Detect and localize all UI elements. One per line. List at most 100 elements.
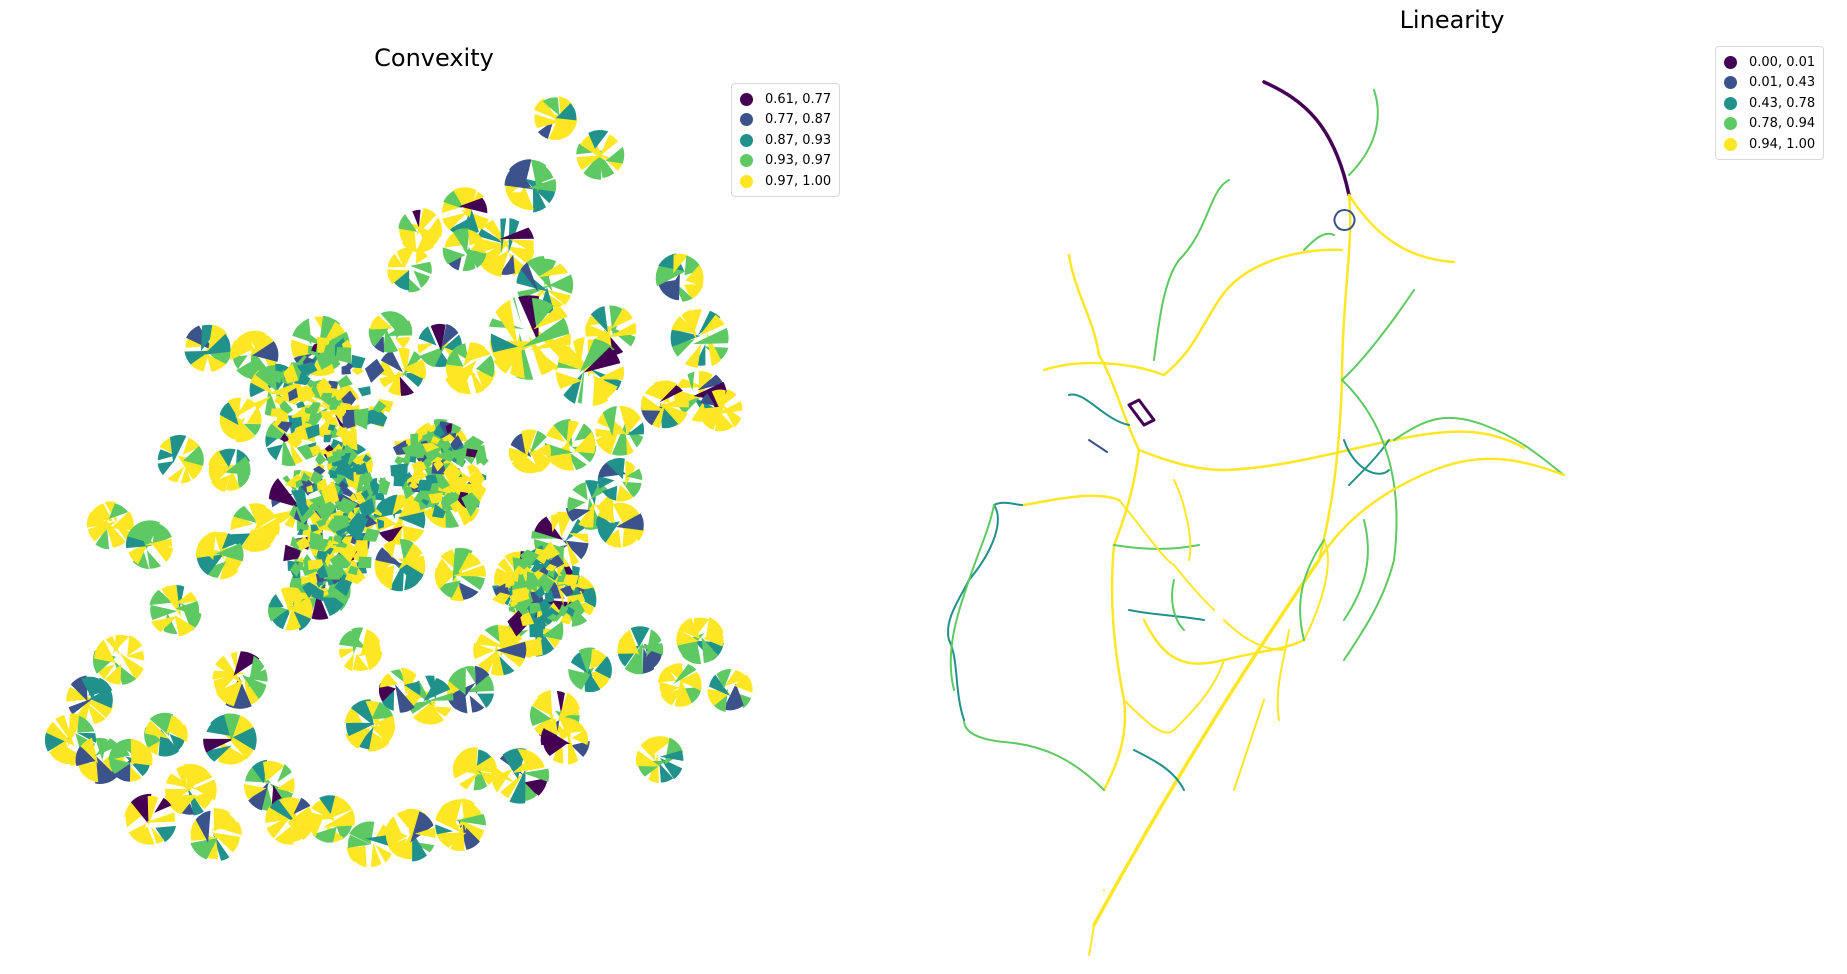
tessellation-cell [542, 97, 560, 116]
tessellation-cell [312, 826, 337, 843]
street-segment [1102, 543, 1127, 792]
tessellation-cell [537, 286, 564, 310]
tessellation-cell [144, 812, 176, 823]
tessellation-cell-group [676, 617, 724, 665]
tessellation-cell [315, 519, 327, 528]
linearity-title: Linearity [1399, 6, 1505, 34]
tessellation-cell [377, 518, 384, 530]
tessellation-cell [711, 389, 726, 415]
tessellation-cell [371, 408, 388, 427]
tessellation-cell [235, 398, 257, 418]
tessellation-cell [94, 639, 116, 663]
tessellation-cell-group [368, 311, 413, 353]
tessellation-cell [293, 797, 311, 815]
tessellation-cell [335, 425, 349, 441]
tessellation-cell [698, 406, 722, 422]
tessellation-cell [687, 371, 695, 391]
tessellation-cell [508, 447, 536, 462]
tessellation-cell [597, 475, 615, 489]
tessellation-cell [660, 403, 679, 429]
tessellation-cell [311, 798, 335, 822]
tessellation-cell [381, 688, 395, 711]
legend-entry: 0.97, 1.00 [740, 171, 831, 192]
tessellation-cell [385, 816, 403, 837]
tessellation-cell [387, 838, 407, 858]
tessellation-cell [385, 827, 408, 847]
tessellation-cell [129, 745, 153, 766]
tessellation-cell [378, 683, 396, 702]
tessellation-cell [130, 793, 152, 824]
street-segment [949, 504, 995, 691]
legend-marker [740, 113, 753, 127]
tessellation-cell [213, 673, 239, 696]
tessellation-cell [219, 400, 239, 426]
street-segment [1042, 361, 1166, 377]
tessellation-cell [507, 571, 520, 582]
tessellation-cell-group [617, 626, 664, 675]
tessellation-cell [261, 781, 274, 811]
tessellation-cell [151, 615, 178, 633]
tessellation-cell [533, 98, 557, 120]
tessellation-cell-group [387, 247, 432, 293]
tessellation-cell [520, 261, 539, 293]
linearity-legend: 0.00, 0.01 0.01, 0.43 0.43, 0.78 0.78, 0… [1715, 46, 1825, 160]
tessellation-cell [585, 323, 613, 337]
tessellation-cell [673, 664, 697, 685]
tessellation-cell [150, 541, 174, 562]
legend-marker [1724, 96, 1737, 110]
tessellation-cell [622, 481, 642, 498]
tessellation-cell [105, 636, 121, 656]
tessellation-cell [537, 263, 569, 278]
tessellation-cell [68, 697, 94, 715]
tessellation-cell [416, 479, 433, 491]
tessellation-cell [411, 460, 423, 472]
street-segment [1347, 193, 1456, 264]
tessellation-cell [655, 262, 686, 287]
tessellation-cell [296, 400, 306, 409]
tessellation-cell [565, 539, 580, 567]
tessellation-cell [313, 465, 326, 478]
tessellation-cell [215, 542, 244, 562]
tessellation-cell [499, 254, 515, 275]
tessellation-cell [296, 362, 318, 377]
tessellation-cell [387, 269, 410, 285]
convexity-title: Convexity [374, 44, 494, 72]
tessellation-cell-group [208, 448, 251, 493]
tessellation-cell [211, 832, 240, 853]
tessellation-cell [576, 155, 602, 171]
tessellation-cell [128, 541, 150, 565]
tessellation-cell [484, 624, 502, 644]
tessellation-cell [580, 134, 605, 161]
tessellation-cell [416, 228, 434, 253]
tessellation-cell [404, 681, 421, 696]
tessellation-cell [592, 375, 609, 406]
street-segment [1348, 89, 1379, 176]
tessellation-cell [94, 754, 118, 785]
tessellation-cell-group [491, 748, 550, 804]
tessellation-cell [161, 585, 182, 617]
tessellation-cell [325, 450, 334, 458]
tessellation-cell [215, 655, 244, 686]
tessellation-cell [504, 245, 535, 265]
tessellation-cell [421, 498, 430, 506]
tessellation-cell [154, 797, 172, 813]
tessellation-cell [709, 674, 731, 696]
tessellation-cell [236, 358, 257, 380]
legend-marker [740, 133, 753, 147]
tessellation-cell [329, 553, 343, 570]
tessellation-cell [521, 317, 570, 348]
tessellation-cell [681, 309, 697, 340]
tessellation-cell [521, 429, 537, 459]
tessellation-cell [562, 540, 589, 560]
tessellation-cell-group [338, 627, 383, 672]
tessellation-cell [520, 777, 548, 796]
tessellation-cell [151, 826, 165, 844]
tessellation-cell [77, 715, 95, 733]
tessellation-cell-group [93, 634, 145, 685]
tessellation-cell [495, 299, 518, 347]
tessellation-cell [266, 444, 283, 461]
tessellation-cell [299, 385, 316, 403]
tessellation-cell [653, 380, 678, 403]
tessellation-cell [310, 470, 324, 485]
tessellation-cell [352, 842, 367, 868]
